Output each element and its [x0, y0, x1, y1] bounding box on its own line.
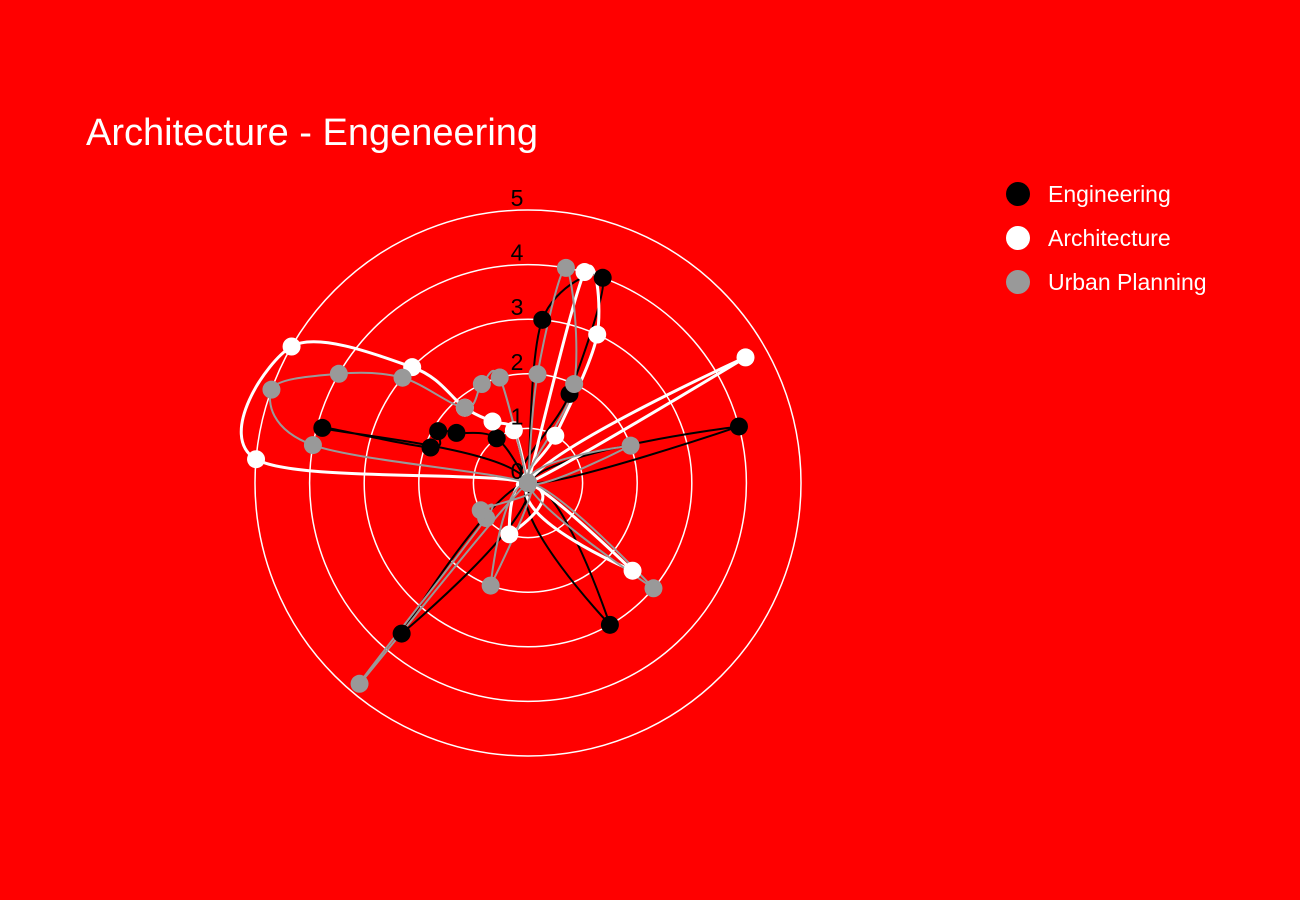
radial-tick-0: 0 [511, 458, 524, 484]
point-architecture-7[interactable] [623, 561, 642, 580]
point-architecture-15[interactable] [483, 412, 502, 431]
legend-swatch-engineering [1006, 182, 1030, 206]
point-engineering-11[interactable] [313, 418, 332, 437]
radial-tick-1: 1 [511, 403, 524, 429]
grid-circle-2 [418, 373, 638, 593]
point-urban-planning-1[interactable] [528, 365, 547, 384]
radial-tick-labels: 0 1 2 3 4 5 [511, 185, 524, 484]
point-urban-planning-19[interactable] [455, 398, 474, 417]
legend-swatch-urban-planning [1006, 270, 1030, 294]
point-engineering-14[interactable] [447, 423, 466, 442]
radial-tick-3: 3 [511, 294, 524, 320]
point-urban-planning-17[interactable] [329, 364, 348, 383]
point-urban-planning-13[interactable] [471, 501, 490, 520]
point-engineering-1[interactable] [533, 310, 552, 329]
point-architecture-16[interactable] [504, 421, 523, 440]
legend-swatch-architecture [1006, 226, 1030, 250]
point-urban-planning-11[interactable] [350, 674, 369, 693]
point-engineering-7[interactable] [600, 615, 619, 634]
grid-circle-1 [472, 427, 584, 539]
point-architecture-9[interactable] [500, 525, 519, 544]
point-engineering-5[interactable] [729, 417, 748, 436]
point-urban-planning-16[interactable] [262, 380, 281, 399]
point-architecture-1[interactable] [575, 263, 594, 282]
point-urban-planning-3[interactable] [565, 375, 584, 394]
legend-item-architecture[interactable]: Architecture [1006, 216, 1207, 260]
point-urban-planning-2[interactable] [556, 258, 575, 277]
chart-title: Architecture - Engeneering [86, 112, 539, 154]
point-architecture-3[interactable] [546, 426, 565, 445]
legend-item-engineering[interactable]: Engineering [1006, 172, 1207, 216]
radial-tick-2: 2 [511, 349, 524, 375]
point-urban-planning-22[interactable] [519, 474, 537, 492]
point-engineering-12[interactable] [421, 438, 440, 457]
grid-circle-3 [363, 318, 693, 648]
point-urban-planning-18[interactable] [393, 368, 412, 387]
point-urban-planning-20[interactable] [472, 375, 491, 394]
series-line-urban-planning [269, 266, 655, 685]
legend-label-urban-planning: Urban Planning [1048, 268, 1207, 295]
point-engineering-2[interactable] [593, 268, 612, 287]
point-engineering-9[interactable] [392, 624, 411, 643]
radial-tick-5: 5 [511, 185, 524, 211]
point-architecture-2[interactable] [588, 325, 607, 344]
point-architecture-5[interactable] [736, 348, 755, 367]
point-urban-planning-7[interactable] [644, 579, 663, 598]
point-urban-planning-15[interactable] [303, 436, 322, 455]
legend-label-architecture: Architecture [1048, 224, 1171, 251]
series-layer [240, 258, 755, 693]
legend-item-urban-planning[interactable]: Urban Planning [1006, 260, 1207, 304]
point-urban-planning-9[interactable] [481, 576, 500, 595]
grid-circle-5 [254, 209, 802, 757]
point-engineering-13[interactable] [429, 422, 448, 441]
point-urban-planning-21[interactable] [490, 368, 509, 387]
grid-circle-4 [308, 263, 748, 703]
legend-label-engineering: Engineering [1048, 180, 1171, 207]
legend: Engineering Architecture Urban Planning [1006, 172, 1207, 304]
point-urban-planning-5[interactable] [621, 436, 640, 455]
point-architecture-12[interactable] [282, 337, 301, 356]
point-engineering-15[interactable] [487, 429, 506, 448]
polar-grid [254, 209, 802, 757]
point-architecture-11[interactable] [247, 450, 266, 469]
radial-tick-4: 4 [511, 240, 524, 266]
